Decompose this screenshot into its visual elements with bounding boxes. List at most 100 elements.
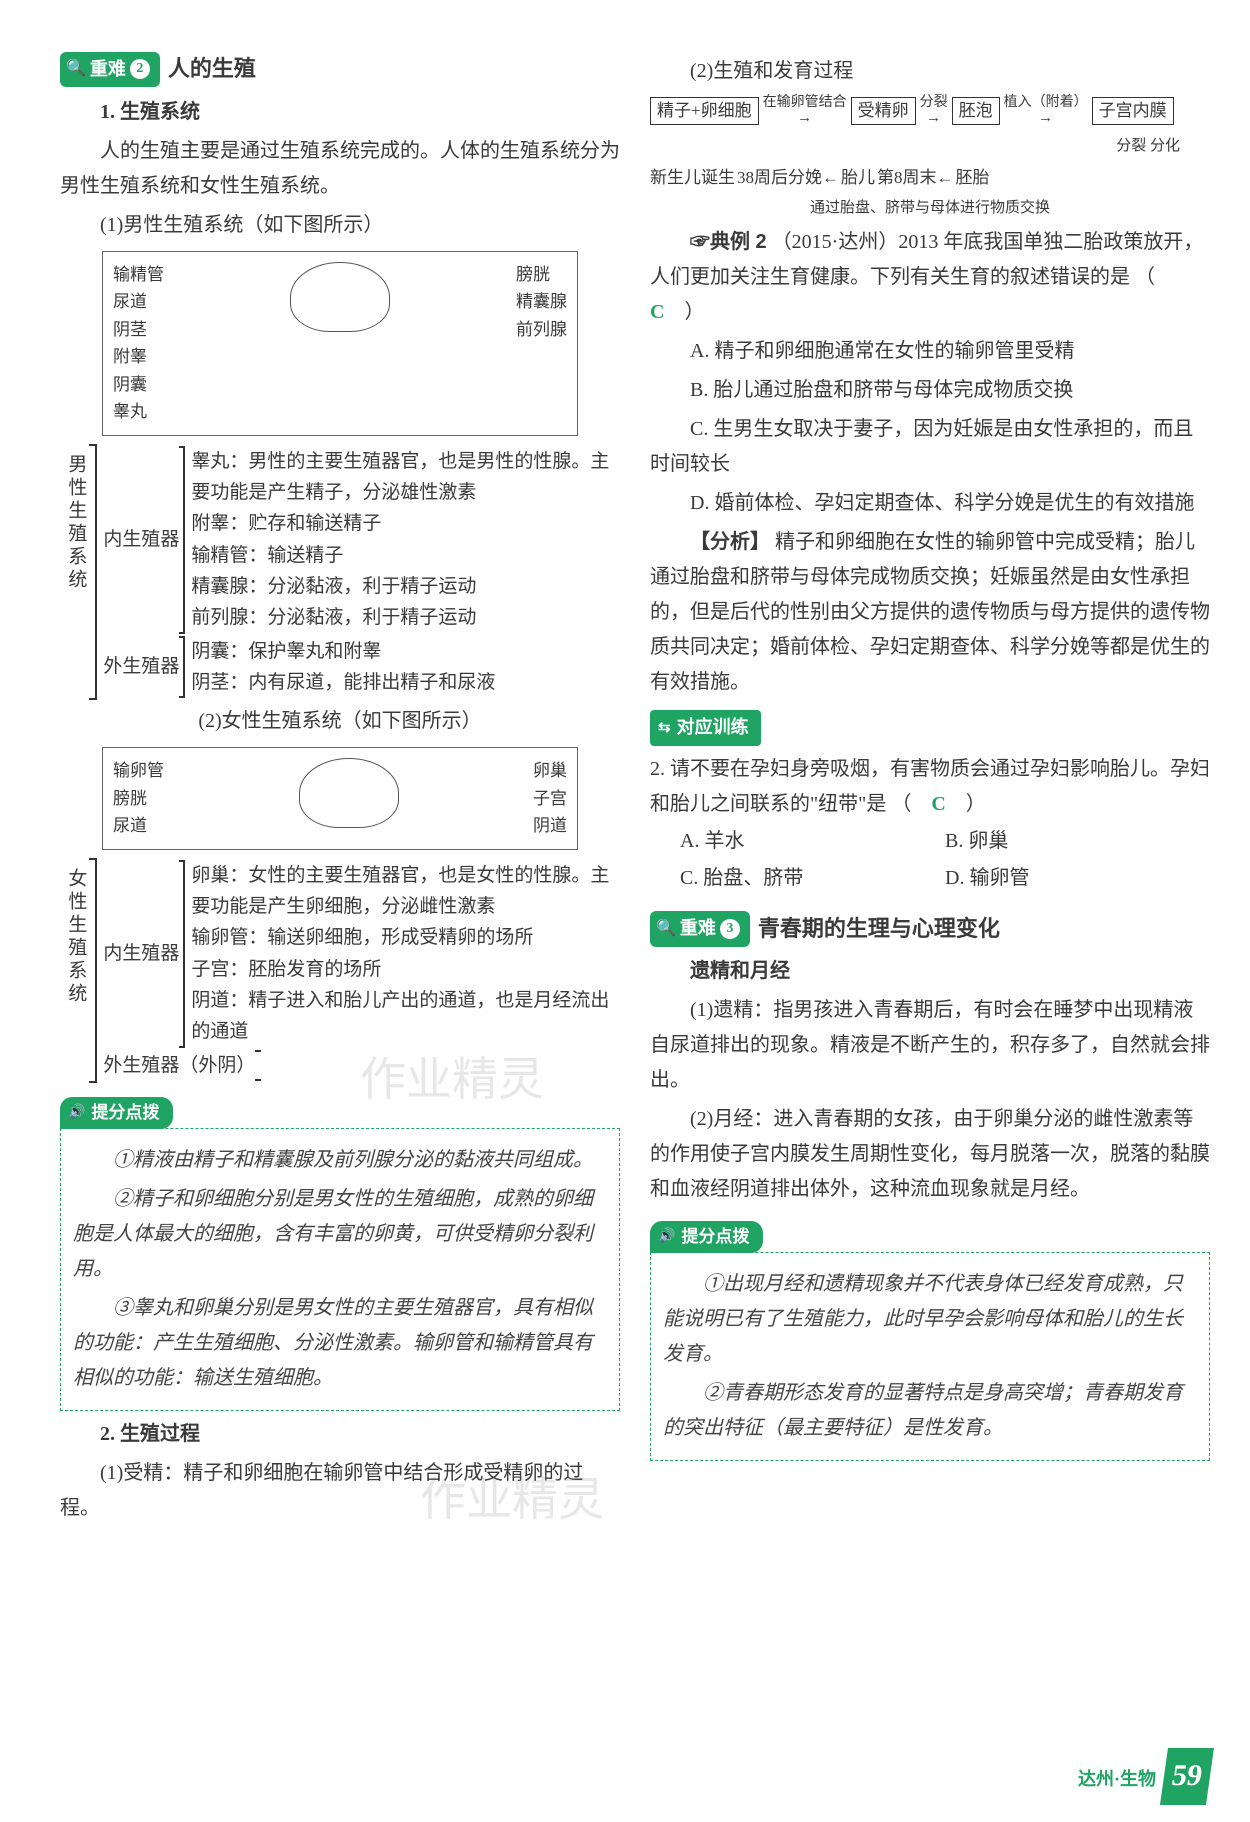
para-female-caption: (2)女性生殖系统（如下图所示）	[60, 704, 620, 739]
arrow-icon: 第8周末←	[877, 163, 954, 193]
tip-line: ①精液由精子和精囊腺及前列腺分泌的黏液共同组成。	[73, 1143, 607, 1178]
tip-line: ②精子和卵细胞分别是男女性的生殖细胞，成熟的卵细胞是人体最大的细胞，含有丰富的卵…	[73, 1182, 607, 1287]
para-yuejing: (2)月经：进入青春期的女孩，由于卵巢分泌的雌性激素等的作用使子宫内膜发生周期性…	[650, 1102, 1210, 1207]
organ-line: 阴囊：保护睾丸和附睾	[191, 636, 620, 667]
bracket-side-female: 女性生殖系统	[60, 858, 97, 1083]
tip-header: 🔊 提分点拨	[60, 1097, 173, 1129]
section-header-2: 🔍 重难 2 人的生殖	[60, 50, 620, 89]
magnifier-icon: 🔍	[656, 915, 676, 943]
option-b: B. 卵巢	[945, 824, 1210, 859]
training-label: 对应训练	[677, 712, 749, 744]
diagram-label: 膀胱	[516, 262, 567, 288]
organ-line: 阴茎：内有尿道，能排出精子和尿液	[191, 667, 620, 698]
organ-line: 输卵管：输送卵细胞，形成受精卵的场所	[191, 922, 620, 953]
footer-location: 达州·生物	[1078, 1764, 1156, 1796]
organ-line: 子宫：胚胎发育的场所	[191, 954, 620, 985]
subhead-3: 遗精和月经	[650, 954, 1210, 989]
tip-box-left: ①精液由精子和精囊腺及前列腺分泌的黏液共同组成。 ②精子和卵细胞分别是男女性的生…	[60, 1128, 620, 1411]
arrow-icon: 在输卵管结合→	[761, 95, 849, 127]
diagram-label: 阴道	[533, 813, 567, 839]
flow-node: 胎儿	[841, 163, 875, 193]
subhead-1: 1. 生殖系统	[60, 95, 620, 130]
diagram-male: 输精管 尿道 阴茎 附睾 阴囊 睾丸 膀胱 精囊腺 前列腺	[102, 251, 578, 436]
diagram-label: 前列腺	[516, 317, 567, 343]
diagram-label: 卵巢	[533, 758, 567, 784]
section-header-3: 🔍 重难 3 青春期的生理与心理变化	[650, 910, 1210, 949]
tip-label: 提分点拨	[681, 1222, 749, 1252]
organ-line: 阴道：精子进入和胎儿产出的通道，也是月经流出的通道	[191, 985, 620, 1048]
section-title-2: 人的生殖	[168, 50, 256, 89]
badge-number: 2	[130, 59, 150, 79]
option-d: D. 输卵管	[945, 861, 1210, 896]
subhead-2: 2. 生殖过程	[60, 1417, 620, 1452]
flow-node: 精子+卵细胞	[650, 97, 759, 125]
diagram-label: 精囊腺	[516, 289, 567, 315]
diagram-label: 输精管	[113, 262, 164, 288]
option-a: A. 羊水	[680, 824, 945, 859]
badge-label: 重难	[90, 54, 126, 86]
analysis-text: 精子和卵细胞在女性的输卵管中完成受精；胎儿通过胎盘和脐带与母体完成物质交换；妊娠…	[650, 531, 1210, 693]
organ-line: 卵巢：女性的主要生殖器官，也是女性的性腺。主要功能是产生卵细胞，分泌雌性激素	[191, 860, 620, 923]
para-male-caption: (1)男性生殖系统（如下图所示）	[60, 208, 620, 243]
question-2: 2. 请不要在孕妇身旁吸烟，有害物质会通过孕妇影响胎儿。孕妇和胎儿之间联系的"纽…	[650, 752, 1210, 822]
flow-node: 胚胎	[956, 163, 990, 193]
flowchart-2: 新生儿诞生 38周后分娩← 胎儿 第8周末← 胚胎	[650, 163, 1210, 193]
option-b: B. 胎儿通过胎盘和脐带与母体完成物质交换	[650, 373, 1210, 408]
bracket-side-male: 男性生殖系统	[60, 444, 97, 701]
organ-line: 附睾：贮存和输送精子	[191, 508, 620, 539]
page-footer: 达州·生物 59	[1078, 1748, 1210, 1805]
diagram-label: 膀胱	[113, 786, 164, 812]
arrow-icon: 38周后分娩←	[737, 163, 839, 193]
left-column: 🔍 重难 2 人的生殖 1. 生殖系统 人的生殖主要是通过生殖系统完成的。人体的…	[60, 50, 620, 1526]
diagram-label: 附睾	[113, 344, 164, 370]
speaker-icon: 🔊	[68, 1101, 85, 1126]
tip-line: ③睾丸和卵巢分别是男女性的主要生殖器官，具有相似的功能：产生生殖细胞、分泌性激素…	[73, 1291, 607, 1396]
female-system-bracket: 女性生殖系统 内生殖器 卵巢：女性的主要生殖器官，也是女性的性腺。主要功能是产生…	[60, 858, 620, 1083]
organ-line: 输精管：输送精子	[191, 540, 620, 571]
tip-box-right: ①出现月经和遗精现象并不代表身体已经发育成熟，只能说明已有了生殖能力，此时早孕会…	[650, 1252, 1210, 1461]
inner-organ-label: 内生殖器	[103, 860, 185, 1048]
diagram-female: 输卵管 膀胱 尿道 卵巢 子宫 阴道	[102, 747, 578, 850]
male-system-bracket: 男性生殖系统 内生殖器 睾丸：男性的主要生殖器官，也是男性的性腺。主要功能是产生…	[60, 444, 620, 701]
tip-label: 提分点拨	[91, 1098, 159, 1128]
option-a: A. 精子和卵细胞通常在女性的输卵管里受精	[650, 334, 1210, 369]
badge-number: 3	[720, 919, 740, 939]
para-fertilization: (1)受精：精子和卵细胞在输卵管中结合形成受精卵的过程。	[60, 1456, 620, 1526]
badge-label: 重难	[680, 913, 716, 945]
diagram-label: 阴茎	[113, 317, 164, 343]
badge-zhongnan-3: 🔍 重难 3	[650, 911, 750, 947]
training-badge: ⇆ 对应训练	[650, 710, 761, 746]
option-d: D. 婚前体检、孕妇定期查体、科学分娩是优生的有效措施	[650, 486, 1210, 521]
outer-organ-label: 外生殖器（外阴）	[103, 1050, 259, 1081]
anatomy-shape-icon	[299, 758, 399, 828]
inner-organ-label: 内生殖器	[103, 446, 185, 634]
flow-node: 受精卵	[851, 97, 916, 125]
flow-node: 子宫内膜	[1092, 97, 1174, 125]
diagram-label: 尿道	[113, 289, 164, 315]
analysis-block: 【分析】 精子和卵细胞在女性的输卵管中完成受精；胎儿通过胎盘和脐带与母体完成物质…	[650, 525, 1210, 700]
flow-node: 胚泡	[952, 97, 1000, 125]
diagram-label: 阴囊	[113, 372, 164, 398]
magnifier-icon: 🔍	[66, 55, 86, 83]
diagram-label: 尿道	[113, 813, 164, 839]
option-c: C. 胎盘、脐带	[680, 861, 945, 896]
flowchart-1: 精子+卵细胞 在输卵管结合→ 受精卵 分裂→ 胚泡 植入（附着）→ 子宫内膜	[650, 95, 1210, 127]
option-c: C. 生男生女取决于妻子，因为妊娠是由女性承担的，而且时间较长	[650, 412, 1210, 482]
organ-line: 前列腺：分泌黏液，利于精子运动	[191, 602, 620, 633]
section-title-3: 青春期的生理与心理变化	[758, 910, 1000, 949]
anatomy-shape-icon	[290, 262, 390, 332]
organ-line: 精囊腺：分泌黏液，利于精子运动	[191, 571, 620, 602]
badge-zhongnan-2: 🔍 重难 2	[60, 52, 160, 88]
speaker-icon: 🔊	[658, 1225, 675, 1250]
flow-node: 新生儿诞生	[650, 163, 735, 193]
tip-line: ①出现月经和遗精现象并不代表身体已经发育成熟，只能说明已有了生殖能力，此时早孕会…	[663, 1267, 1197, 1372]
diagram-label: 睾丸	[113, 399, 164, 425]
right-column: (2)生殖和发育过程 精子+卵细胞 在输卵管结合→ 受精卵 分裂→ 胚泡 植入（…	[650, 50, 1210, 1526]
tip-header: 🔊 提分点拨	[650, 1221, 763, 1253]
arrow-icon: 分裂→	[918, 95, 950, 127]
para-process-caption: (2)生殖和发育过程	[650, 54, 1210, 89]
outer-organ-label: 外生殖器	[103, 636, 185, 699]
example-2: ☞典例 2 （2015·达州）2013 年底我国单独二胎政策放开，人们更加关注生…	[650, 225, 1210, 330]
page-number: 59	[1160, 1748, 1214, 1805]
flow-sub-label: 通过胎盘、脐带与母体进行物质交换	[650, 195, 1210, 221]
